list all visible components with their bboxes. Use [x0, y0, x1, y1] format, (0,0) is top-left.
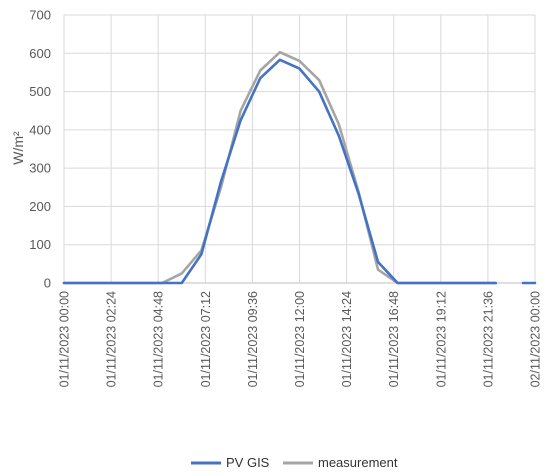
x-tick-label: 01/11/2023 16:48: [387, 291, 401, 387]
x-tick-label: 01/11/2023 21:36: [481, 291, 495, 387]
y-tick-label: 0: [44, 276, 51, 291]
x-tick-label: 01/11/2023 02:24: [105, 291, 119, 387]
x-tick-label: 01/11/2023 00:00: [58, 291, 72, 387]
x-tick-label: 01/11/2023 04:48: [152, 291, 166, 387]
legend-label-measurement: measurement: [318, 455, 398, 470]
y-axis: 0 100 200 300 400 500 600 700: [29, 8, 51, 291]
series-line-pv-gis: [62, 58, 498, 285]
y-tick-label: 400: [29, 122, 51, 137]
x-tick-label: 01/11/2023 09:36: [246, 291, 260, 387]
x-tick-label: 01/11/2023 14:24: [340, 291, 354, 387]
series-line-measurement: [62, 50, 498, 285]
x-tick-label: 01/11/2023 07:12: [199, 291, 213, 387]
x-tick-label: 01/11/2023 19:12: [434, 291, 448, 387]
y-tick-label: 300: [29, 161, 51, 176]
series-group: [62, 50, 537, 285]
x-tick-label: 02/11/2023 00:00: [529, 291, 543, 387]
legend-label-pv-gis: PV GIS: [226, 455, 270, 470]
y-tick-label: 500: [29, 84, 51, 99]
y-tick-label: 600: [29, 46, 51, 61]
y-tick-label: 100: [29, 237, 51, 252]
grid: [63, 14, 536, 284]
x-tick-label: 01/11/2023 12:00: [293, 291, 307, 387]
x-axis: 01/11/2023 00:00 01/11/2023 02:24 01/11/20…: [58, 291, 543, 387]
y-axis-label: W/m²: [10, 131, 26, 165]
y-tick-label: 200: [29, 199, 51, 214]
legend: PV GIS measurement: [191, 455, 398, 470]
y-tick-label: 700: [29, 8, 51, 23]
